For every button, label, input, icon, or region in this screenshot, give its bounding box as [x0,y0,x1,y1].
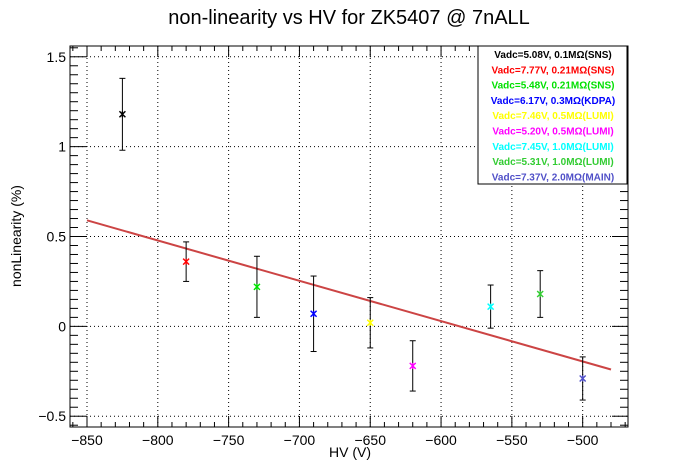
x-tick-label: −850 [71,432,103,448]
x-axis-label: HV (V) [329,444,371,460]
fit-line-group [86,219,612,371]
legend-entries: Vadc=5.08V, 0.1MΩ(SNS) Vadc=7.77V, 0.21MΩ… [491,50,615,183]
data-point [310,275,318,353]
x-tick-label: −750 [213,432,245,448]
legend: Vadc=5.08V, 0.1MΩ(SNS) Vadc=7.77V, 0.21MΩ… [477,45,628,185]
legend-entry: Vadc=7.45V, 1.0MΩ(LUMI) [492,142,613,153]
chart-title: non-linearity vs HV for ZK5407 @ 7nALL [168,7,530,29]
star-marker [536,290,544,298]
y-tick-label: 0.5 [47,229,67,245]
y-tick-label: 1.5 [47,49,67,65]
star-marker [487,303,495,311]
legend-entry: Vadc=7.37V, 2.0MΩ(MAIN) [492,172,614,183]
legend-entry: Vadc=5.48V, 0.21MΩ(SNS) [492,81,615,92]
x-tick-label: −700 [284,432,316,448]
x-tick-label: −800 [142,432,174,448]
x-tick-label: −500 [567,432,599,448]
data-point [118,77,126,151]
legend-entry: Vadc=5.20V, 0.5MΩ(LUMI) [492,127,613,138]
star-marker [310,310,318,318]
data-point [409,340,417,392]
x-tick-label: −600 [425,432,457,448]
data-point [487,284,495,329]
x-tick-label: −650 [354,432,386,448]
star-marker [366,319,374,327]
x-tick-label: −550 [496,432,528,448]
star-marker [118,110,126,118]
data-point [536,270,544,318]
legend-entry: Vadc=7.46V, 0.5MΩ(LUMI) [492,111,613,122]
axes: −850 −800 −750 −700 −650 −600 −550 −500 −0.5 0 0.5… [38,46,628,448]
legend-entry: Vadc=6.17V, 0.3MΩ(KDPA) [491,96,615,107]
star-marker [253,283,261,291]
legend-entry: Vadc=5.08V, 0.1MΩ(SNS) [494,50,611,61]
star-marker [579,374,587,382]
data-points [118,77,587,401]
y-tick-label: 1 [58,139,66,155]
y-tick-label: −0.5 [38,408,66,424]
y-axis-label: nonLinearity (%) [8,185,24,287]
legend-entry: Vadc=7.77V, 0.21MΩ(SNS) [492,65,615,76]
star-marker [182,258,190,266]
data-point [366,297,374,349]
legend-entry: Vadc=5.31V, 1.0MΩ(LUMI) [492,157,613,168]
data-point [579,356,587,401]
y-tick-label: 0 [58,318,66,334]
data-point [182,241,190,282]
fit-line [86,219,612,371]
data-point [253,255,261,318]
legend-box [477,45,628,185]
star-marker [409,362,417,370]
